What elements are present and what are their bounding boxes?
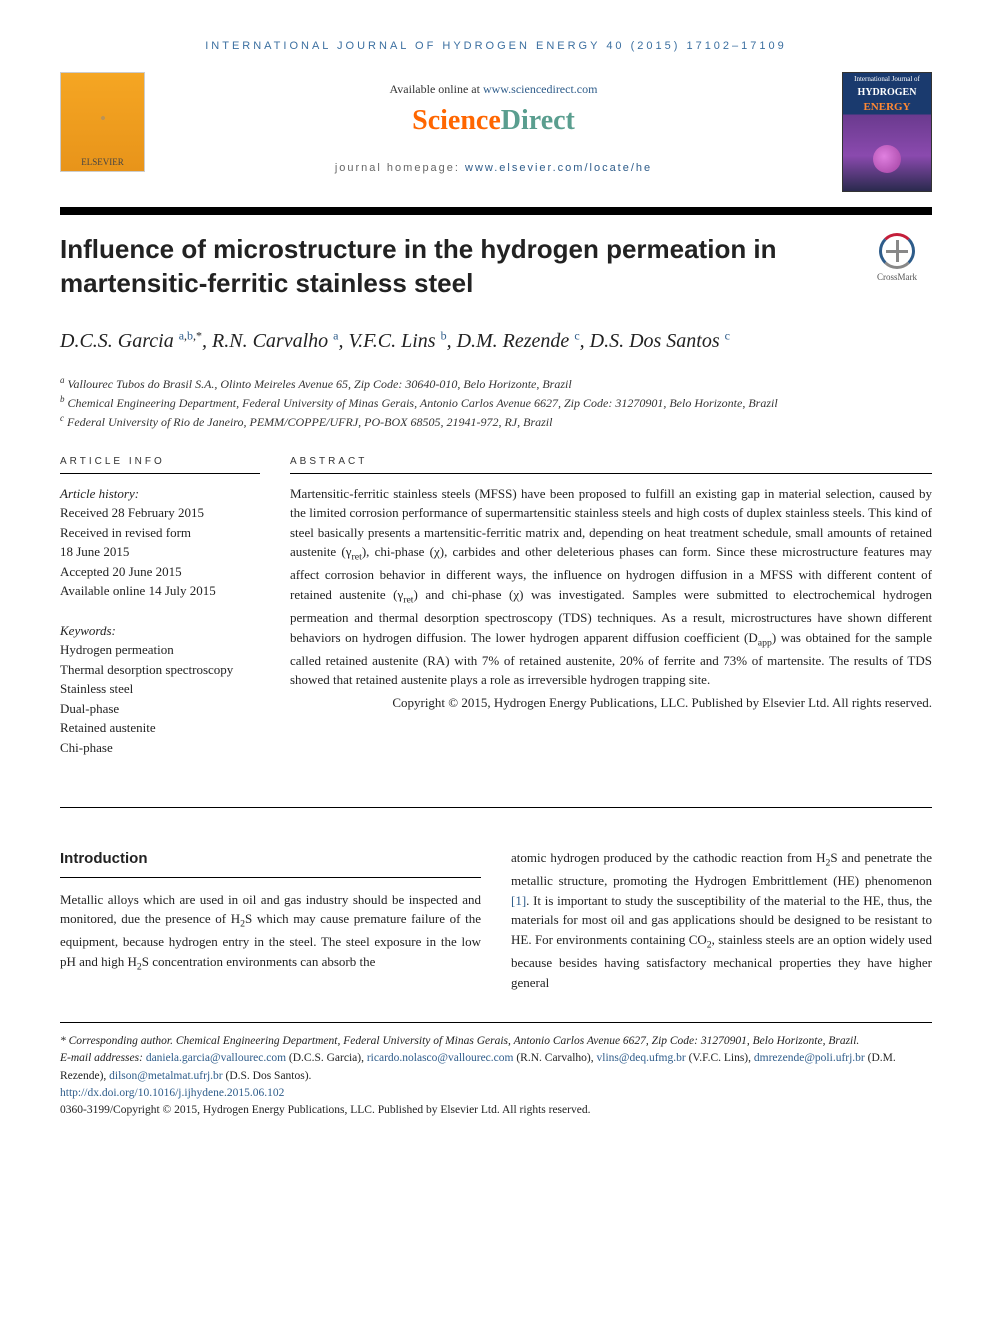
email-addresses: E-mail addresses: daniela.garcia@vallour… (60, 1050, 932, 1085)
available-prefix: Available online at (390, 82, 483, 96)
elsevier-tree-icon (73, 92, 133, 157)
cover-graphic-icon (873, 145, 901, 173)
page-footer: * Corresponding author. Chemical Enginee… (60, 1022, 932, 1119)
cover-line2: HYDROGEN (843, 85, 931, 101)
keywords-list: Hydrogen permeationThermal desorption sp… (60, 640, 260, 757)
elsevier-label: ELSEVIER (81, 157, 124, 167)
journal-homepage: journal homepage: www.elsevier.com/locat… (160, 162, 827, 174)
crossmark-badge[interactable]: CrossMark (862, 233, 932, 282)
banner-center: Available online at www.sciencedirect.co… (160, 72, 827, 174)
doi-link[interactable]: http://dx.doi.org/10.1016/j.ijhydene.201… (60, 1087, 284, 1099)
crossmark-label: CrossMark (877, 272, 917, 282)
body-columns: Introduction Metallic alloys which are u… (60, 848, 932, 992)
available-online-text: Available online at www.sciencedirect.co… (160, 82, 827, 97)
issn-copyright: 0360-3199/Copyright © 2015, Hydrogen Ene… (60, 1102, 932, 1119)
journal-cover-thumbnail[interactable]: International Journal of HYDROGEN ENERGY (842, 72, 932, 192)
running-head: INTERNATIONAL JOURNAL OF HYDROGEN ENERGY… (60, 40, 932, 52)
abstract-column: ABSTRACT Martensitic-ferritic stainless … (290, 456, 932, 778)
abstract-copyright: Copyright © 2015, Hydrogen Energy Public… (290, 693, 932, 713)
elsevier-logo[interactable]: ELSEVIER (60, 72, 145, 172)
journal-hp-prefix: journal homepage: (335, 162, 465, 174)
sd-direct: Direct (501, 105, 575, 136)
intro-heading: Introduction (60, 848, 481, 878)
body-col-right: atomic hydrogen produced by the cathodic… (511, 848, 932, 992)
cover-line1: International Journal of (843, 73, 931, 85)
top-banner: ELSEVIER Available online at www.science… (60, 72, 932, 192)
intro-para-1: Metallic alloys which are used in oil an… (60, 890, 481, 975)
article-info-label: ARTICLE INFO (60, 456, 260, 474)
sciencedirect-link[interactable]: www.sciencedirect.com (483, 82, 598, 96)
intro-para-2: atomic hydrogen produced by the cathodic… (511, 848, 932, 992)
authors-line: D.C.S. Garcia a,b,*, R.N. Carvalho a, V.… (60, 326, 932, 356)
affiliations: a Vallourec Tubos do Brasil S.A., Olinto… (60, 374, 932, 431)
history-head: Article history: (60, 484, 260, 504)
body-col-left: Introduction Metallic alloys which are u… (60, 848, 481, 992)
crossmark-icon (879, 233, 915, 269)
cover-line3: ENERGY (843, 101, 931, 113)
abstract-label: ABSTRACT (290, 456, 932, 474)
keywords-head: Keywords: (60, 621, 260, 641)
sciencedirect-logo[interactable]: ScienceDirect (160, 105, 827, 137)
divider-bar (60, 207, 932, 215)
history-list: Received 28 February 2015Received in rev… (60, 503, 260, 601)
article-title: Influence of microstructure in the hydro… (60, 233, 842, 301)
journal-hp-link[interactable]: www.elsevier.com/locate/he (465, 162, 652, 174)
article-info-column: ARTICLE INFO Article history: Received 2… (60, 456, 260, 778)
corresponding-author: * Corresponding author. Chemical Enginee… (60, 1033, 932, 1050)
sd-science: Science (412, 105, 501, 136)
abstract-text: Martensitic-ferritic stainless steels (M… (290, 484, 932, 690)
